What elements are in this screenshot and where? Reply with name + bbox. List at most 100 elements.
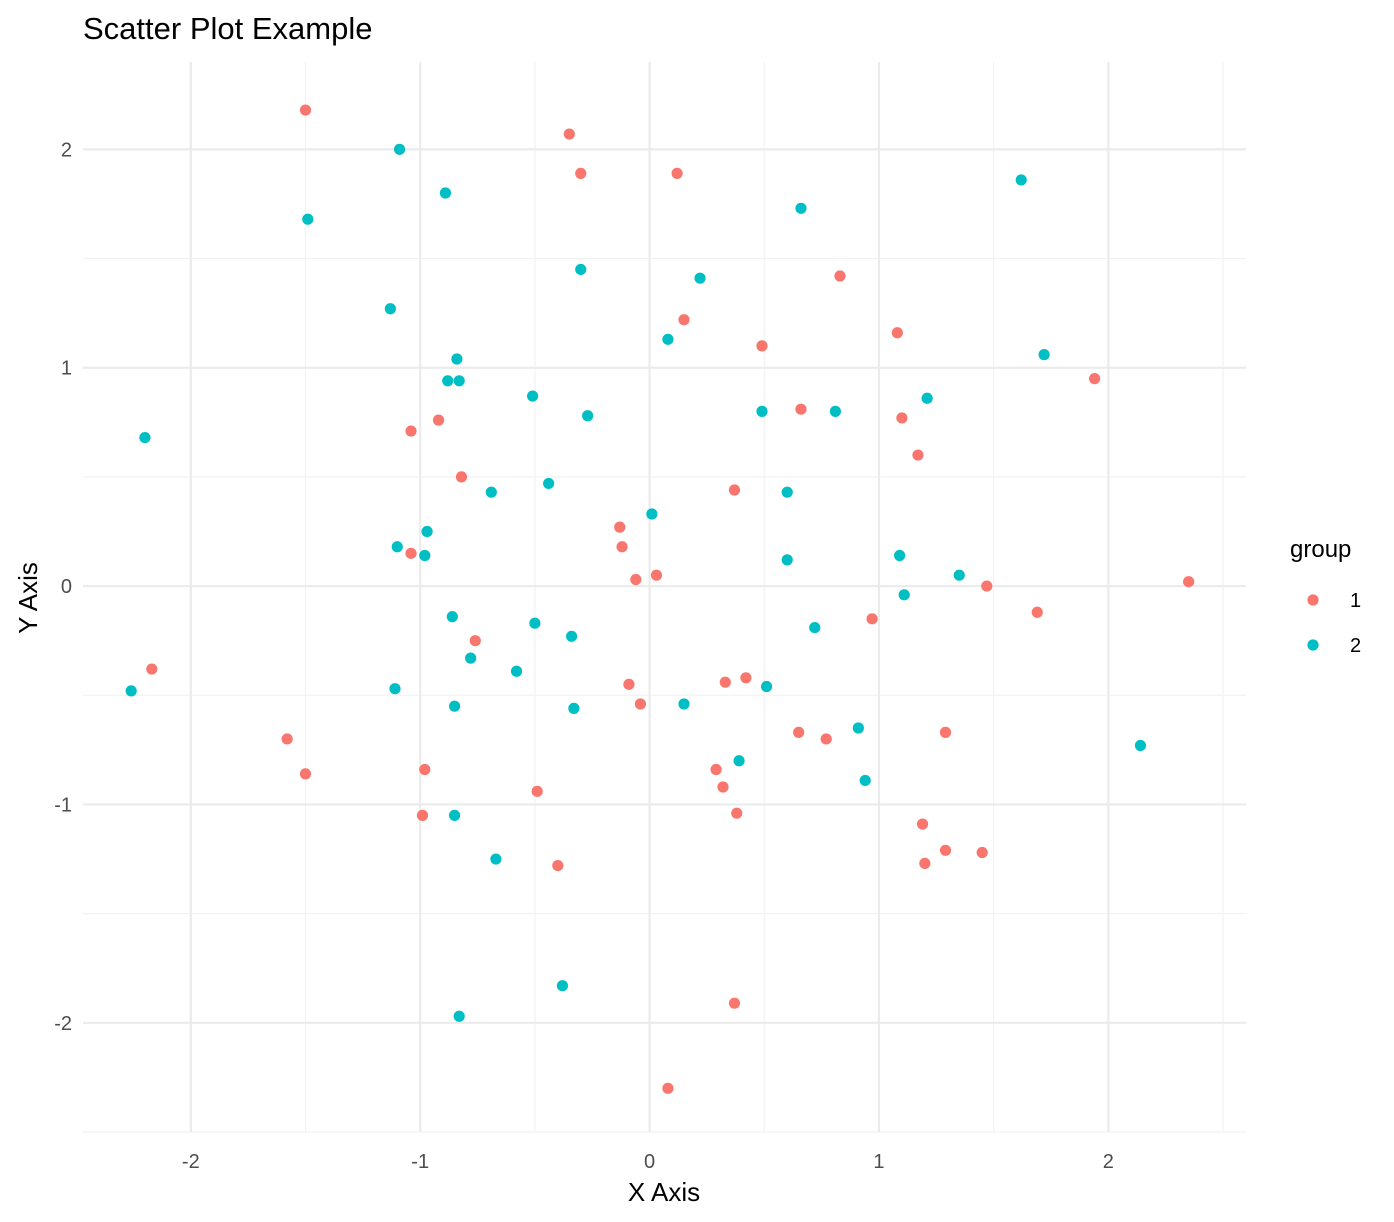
data-point-group-2	[465, 652, 477, 664]
data-point-group-2	[384, 303, 396, 315]
data-point-group-2	[582, 410, 594, 422]
data-point-group-1	[650, 569, 663, 581]
data-point-group-2	[421, 525, 433, 538]
data-point-group-2	[781, 554, 793, 566]
data-point-group-2	[446, 611, 458, 623]
data-point-group-2	[575, 263, 587, 276]
data-point-group-2	[302, 213, 314, 225]
data-point-group-2	[898, 589, 910, 601]
data-point-group-2	[1134, 739, 1147, 752]
data-point-group-1	[793, 726, 805, 738]
data-point-group-2	[1038, 349, 1050, 361]
data-point-group-1	[405, 425, 417, 437]
legend-title: group	[1290, 536, 1351, 563]
data-point-group-1	[916, 818, 929, 830]
data-point-group-1	[419, 763, 431, 776]
data-point-group-1	[432, 414, 445, 426]
data-point-group-2	[1015, 174, 1027, 186]
data-point-group-1	[795, 403, 807, 415]
data-point-group-2	[419, 549, 431, 562]
y-tick-label: 2	[61, 139, 72, 161]
data-point-group-1	[834, 270, 846, 282]
data-point-group-2	[694, 272, 706, 284]
data-point-group-2	[393, 143, 406, 155]
data-point-group-1	[756, 340, 768, 352]
data-point-group-2	[485, 486, 497, 498]
grid-lines	[83, 62, 1246, 1133]
legend-items: 12	[1307, 590, 1361, 657]
data-point-group-1	[891, 327, 903, 339]
data-point-group-1	[1089, 373, 1101, 385]
data-point-group-1	[896, 412, 908, 424]
data-point-group-1	[623, 678, 635, 690]
data-point-group-2	[795, 202, 807, 214]
data-point-group-2	[527, 390, 539, 402]
data-point-group-2	[760, 680, 773, 693]
data-point-group-2	[529, 617, 541, 629]
data-point-group-1	[939, 844, 952, 856]
data-point-group-1	[728, 997, 741, 1009]
x-tick-label: -1	[411, 1151, 429, 1173]
legend-label-2: 2	[1350, 635, 1361, 657]
data-point-group-2	[733, 755, 745, 767]
x-axis-ticks: -2 -1 0 1 2	[182, 1151, 1114, 1173]
data-point-group-2	[829, 405, 841, 417]
data-point-group-1	[416, 809, 429, 821]
data-point-group-1	[731, 807, 743, 819]
data-point-group-1	[728, 484, 741, 496]
data-point-group-2	[453, 1010, 465, 1022]
data-point-group-1	[710, 763, 722, 776]
data-point-group-2	[490, 853, 502, 865]
data-point-group-1	[299, 768, 312, 780]
data-point-group-2	[391, 541, 403, 553]
data-point-group-1	[1183, 576, 1195, 588]
data-point-group-1	[740, 672, 752, 684]
data-point-group-1	[281, 733, 293, 745]
data-point-group-2	[646, 508, 658, 520]
data-point-group-1	[614, 521, 626, 533]
legend-label-1: 1	[1350, 590, 1361, 612]
data-point-group-2	[389, 683, 401, 695]
data-point-group-1	[405, 547, 417, 559]
data-point-group-1	[678, 314, 690, 326]
data-point-group-2	[756, 405, 768, 417]
data-point-group-2	[449, 809, 461, 821]
y-tick-label: -1	[54, 794, 72, 816]
data-point-group-2	[510, 665, 523, 677]
data-point-group-2	[442, 375, 454, 387]
data-point-group-2	[894, 549, 906, 562]
data-point-group-1	[575, 167, 587, 179]
data-point-group-1	[630, 573, 642, 586]
data-point-group-2	[453, 375, 465, 387]
data-point-group-1	[976, 846, 988, 859]
x-tick-label: -2	[182, 1151, 200, 1173]
data-point-group-1	[717, 781, 729, 793]
data-point-group-2	[678, 698, 690, 710]
data-point-group-2	[662, 333, 674, 345]
data-point-group-1	[469, 635, 481, 647]
data-point-group-1	[552, 859, 564, 872]
data-point-group-2	[139, 431, 151, 444]
data-point-group-1	[634, 698, 647, 710]
data-point-group-2	[953, 569, 965, 581]
data-point-group-2	[439, 187, 452, 199]
data-point-group-1	[671, 167, 683, 179]
data-point-group-2	[543, 477, 555, 490]
data-point-group-1	[820, 733, 832, 745]
data-point-group-2	[568, 702, 580, 714]
data-point-group-2	[852, 722, 864, 734]
data-point-group-2	[556, 980, 569, 992]
legend: group 12	[1290, 536, 1361, 657]
data-point-group-1	[455, 471, 468, 483]
y-axis-title: Y Axis	[13, 562, 43, 634]
y-axis-ticks: -2 -1 0 1 2	[54, 139, 72, 1034]
x-tick-label: 1	[873, 1151, 884, 1173]
x-tick-label: 0	[644, 1151, 655, 1173]
data-point-group-1	[939, 726, 952, 738]
data-points	[125, 104, 1195, 1094]
y-tick-label: 1	[61, 358, 72, 380]
y-tick-label: -2	[54, 1013, 72, 1035]
data-point-group-2	[125, 685, 137, 697]
data-point-group-1	[299, 104, 312, 116]
